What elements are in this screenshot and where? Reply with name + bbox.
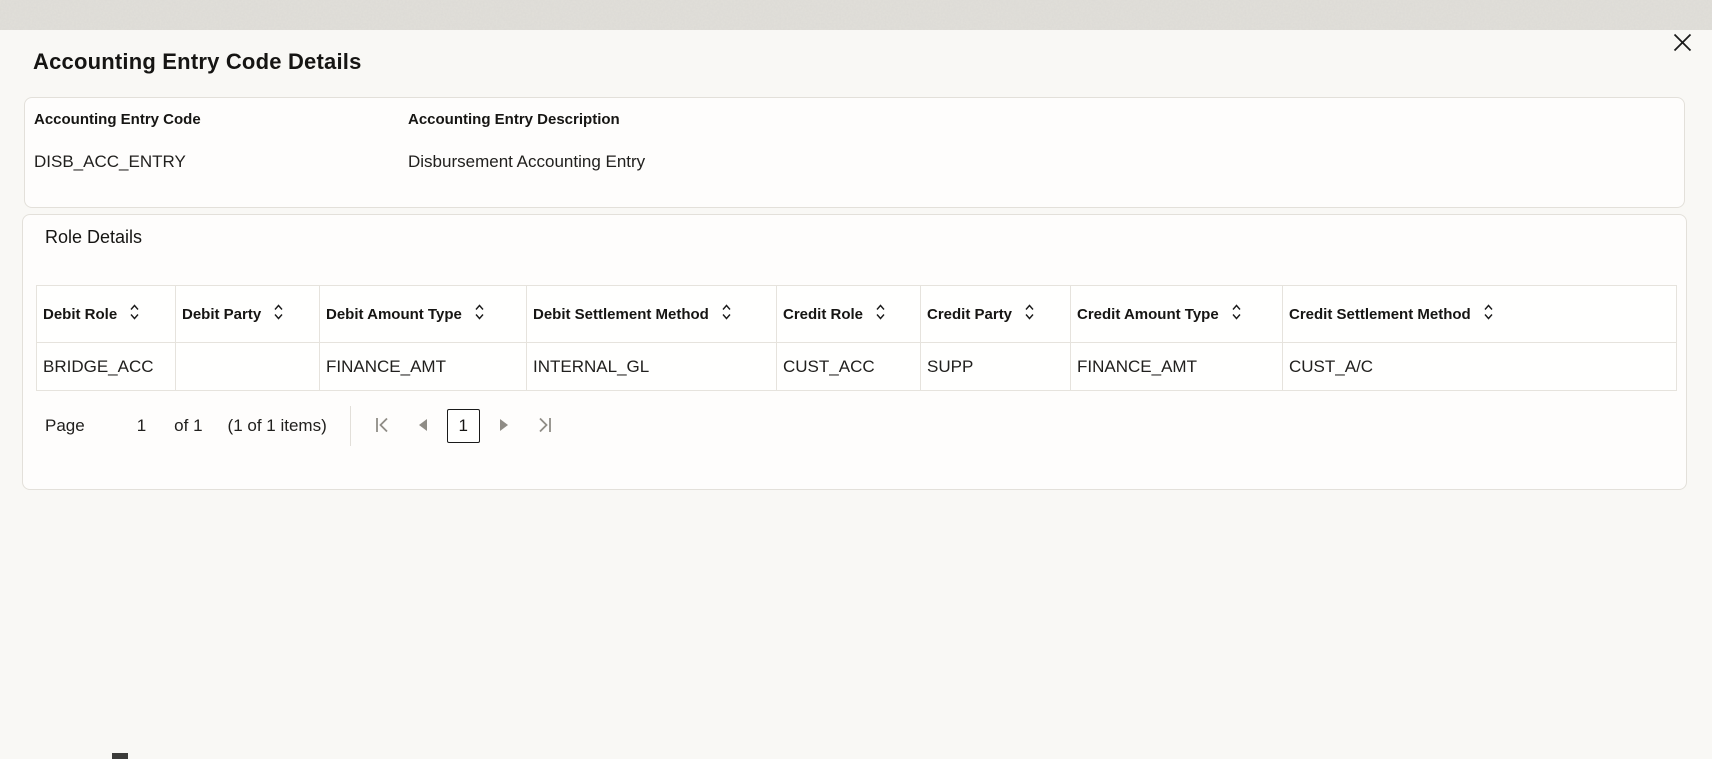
sort-icon bbox=[875, 303, 886, 325]
sort-icon bbox=[1231, 303, 1242, 325]
column-header-debit-settlement-method[interactable]: Debit Settlement Method bbox=[526, 285, 777, 343]
pagination-current-page: 1 bbox=[136, 416, 147, 435]
cell-credit-party: SUPP bbox=[920, 342, 1071, 391]
column-label: Credit Settlement Method bbox=[1289, 305, 1471, 323]
next-page-icon bbox=[498, 418, 510, 435]
cell-debit-party bbox=[175, 342, 320, 391]
field-accounting-entry-description: Accounting Entry Description Disbursemen… bbox=[408, 98, 1208, 172]
cell-credit-amount-type: FINANCE_AMT bbox=[1070, 342, 1283, 391]
sort-icon bbox=[721, 303, 732, 325]
column-header-credit-settlement-method[interactable]: Credit Settlement Method bbox=[1282, 285, 1677, 343]
pagination-bar: Page 1 of 1 (1 of 1 items) 1 bbox=[36, 404, 564, 448]
field-label: Accounting Entry Code bbox=[34, 111, 201, 128]
column-label: Credit Party bbox=[927, 305, 1013, 323]
first-page-button[interactable] bbox=[363, 406, 403, 446]
sort-icon bbox=[1483, 303, 1494, 325]
pagination-of-label: of 1 bbox=[174, 416, 203, 435]
top-texture-bar bbox=[0, 0, 1712, 30]
column-label: Credit Role bbox=[783, 305, 864, 323]
column-label: Debit Amount Type bbox=[326, 305, 462, 323]
pagination-page-label: Page bbox=[45, 416, 85, 435]
sort-icon bbox=[1024, 303, 1035, 325]
next-page-button[interactable] bbox=[484, 406, 524, 446]
first-page-icon bbox=[374, 416, 392, 437]
pagination-divider bbox=[349, 406, 351, 446]
cell-debit-settlement-method: INTERNAL_GL bbox=[526, 342, 777, 391]
cell-credit-settlement-method: CUST_A/C bbox=[1282, 342, 1677, 391]
sort-icon bbox=[474, 303, 485, 325]
column-header-debit-party[interactable]: Debit Party bbox=[175, 285, 320, 343]
field-value: DISB_ACC_ENTRY bbox=[34, 152, 186, 171]
field-accounting-entry-code: Accounting Entry Code DISB_ACC_ENTRY bbox=[34, 98, 404, 172]
cell-debit-amount-type: FINANCE_AMT bbox=[319, 342, 527, 391]
field-value: Disbursement Accounting Entry bbox=[408, 152, 646, 171]
column-label: Debit Settlement Method bbox=[533, 305, 709, 323]
column-header-debit-amount-type[interactable]: Debit Amount Type bbox=[319, 285, 527, 343]
cell-debit-role: BRIDGE_ACC bbox=[36, 342, 176, 391]
entry-code-fields-panel: Accounting Entry Code DISB_ACC_ENTRY Acc… bbox=[24, 97, 1685, 208]
previous-page-icon bbox=[417, 418, 429, 435]
sort-icon bbox=[273, 303, 284, 325]
table-header-row: Debit Role Debit Party Debit Amount Type… bbox=[36, 285, 1677, 343]
column-header-credit-amount-type[interactable]: Credit Amount Type bbox=[1070, 285, 1283, 343]
column-label: Credit Amount Type bbox=[1077, 305, 1219, 323]
last-page-icon bbox=[535, 416, 553, 437]
page-title: Accounting Entry Code Details bbox=[33, 49, 362, 74]
pagination-nav: 1 bbox=[363, 406, 564, 446]
table-row: BRIDGE_ACC FINANCE_AMT INTERNAL_GL CUST_… bbox=[36, 342, 1677, 391]
close-button[interactable] bbox=[1666, 26, 1698, 58]
last-page-button[interactable] bbox=[524, 406, 564, 446]
cell-credit-role: CUST_ACC bbox=[776, 342, 921, 391]
page-number-box[interactable]: 1 bbox=[446, 409, 480, 443]
previous-page-button[interactable] bbox=[403, 406, 443, 446]
sort-icon bbox=[129, 303, 140, 325]
column-label: Debit Party bbox=[182, 305, 262, 323]
pagination-items-count: (1 of 1 items) bbox=[227, 416, 327, 435]
role-details-table: Debit Role Debit Party Debit Amount Type… bbox=[36, 285, 1677, 391]
role-details-panel: Role Details Debit Role Debit Party Debi… bbox=[22, 214, 1687, 490]
close-icon bbox=[1672, 32, 1693, 53]
column-header-debit-role[interactable]: Debit Role bbox=[36, 285, 176, 343]
field-label: Accounting Entry Description bbox=[408, 111, 620, 128]
bottom-left-mark bbox=[112, 753, 128, 759]
column-header-credit-party[interactable]: Credit Party bbox=[920, 285, 1071, 343]
section-heading-role-details: Role Details bbox=[45, 227, 143, 247]
column-label: Debit Role bbox=[43, 305, 118, 323]
column-header-credit-role[interactable]: Credit Role bbox=[776, 285, 921, 343]
